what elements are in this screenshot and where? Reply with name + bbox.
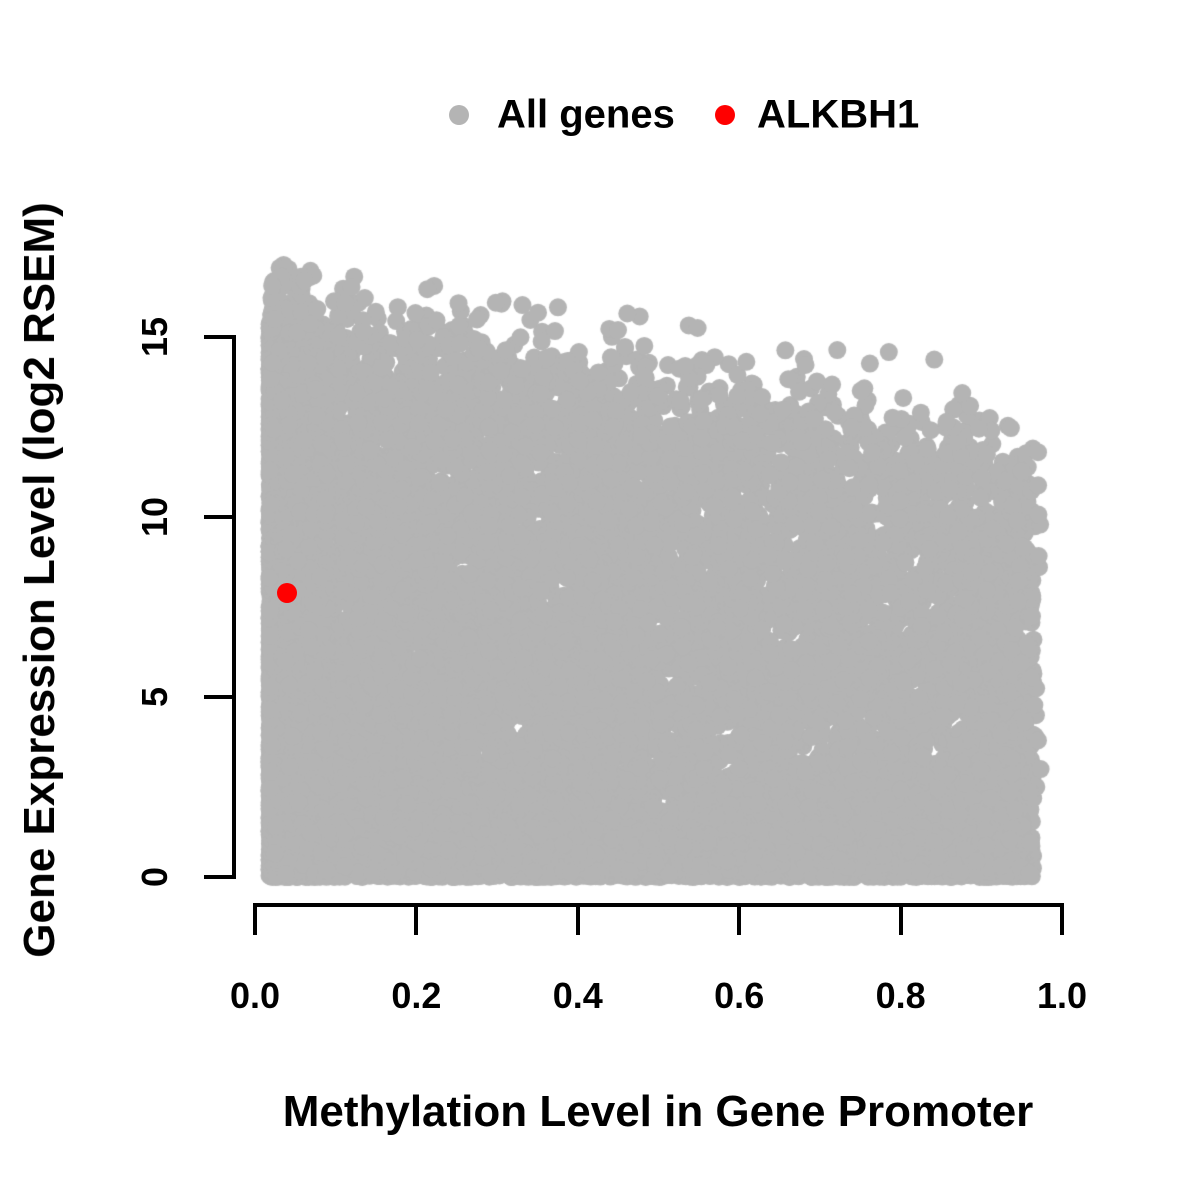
x-tick-label-0.0: 0.0 [229, 975, 281, 1016]
y-tick-10 [204, 515, 234, 519]
x-tick-0.4 [575, 905, 580, 935]
x-tick-label-0.4: 0.4 [552, 975, 603, 1016]
x-tick-label-0.8: 0.8 [875, 975, 926, 1016]
y-axis-line [232, 335, 236, 879]
x-tick-label-0.6: 0.6 [714, 975, 765, 1016]
x-tick-0.8 [898, 905, 903, 935]
y-tick-label-10: 10 [134, 496, 175, 538]
y-tick-15 [204, 335, 234, 339]
x-tick-0.0 [253, 905, 257, 935]
alkbh1-point [277, 582, 298, 603]
y-tick-label-5: 5 [134, 686, 175, 708]
y-tick-label-0: 0 [134, 866, 175, 888]
x-tick-label-0.2: 0.2 [391, 975, 442, 1016]
x-tick-label-1.0: 1.0 [1036, 975, 1088, 1016]
y-tick-0 [204, 875, 234, 879]
alkbh1-legend-marker-icon [715, 105, 735, 125]
x-tick-1.0 [1060, 905, 1064, 935]
x-tick-0.6 [737, 905, 742, 935]
alkbh1-legend-label: ALKBH1 [757, 92, 920, 137]
y-tick-5 [204, 695, 234, 699]
x-axis-title: Methylation Level in Gene Promoter [282, 1087, 1034, 1136]
y-tick-label-15: 15 [134, 316, 175, 358]
x-tick-0.2 [414, 905, 419, 935]
all-genes-legend-marker-icon [449, 105, 469, 125]
x-axis-line [253, 903, 1064, 907]
all-genes-legend-label: All genes [497, 92, 675, 137]
y-axis-title: Gene Expression Level (log2 RSEM) [15, 202, 64, 958]
